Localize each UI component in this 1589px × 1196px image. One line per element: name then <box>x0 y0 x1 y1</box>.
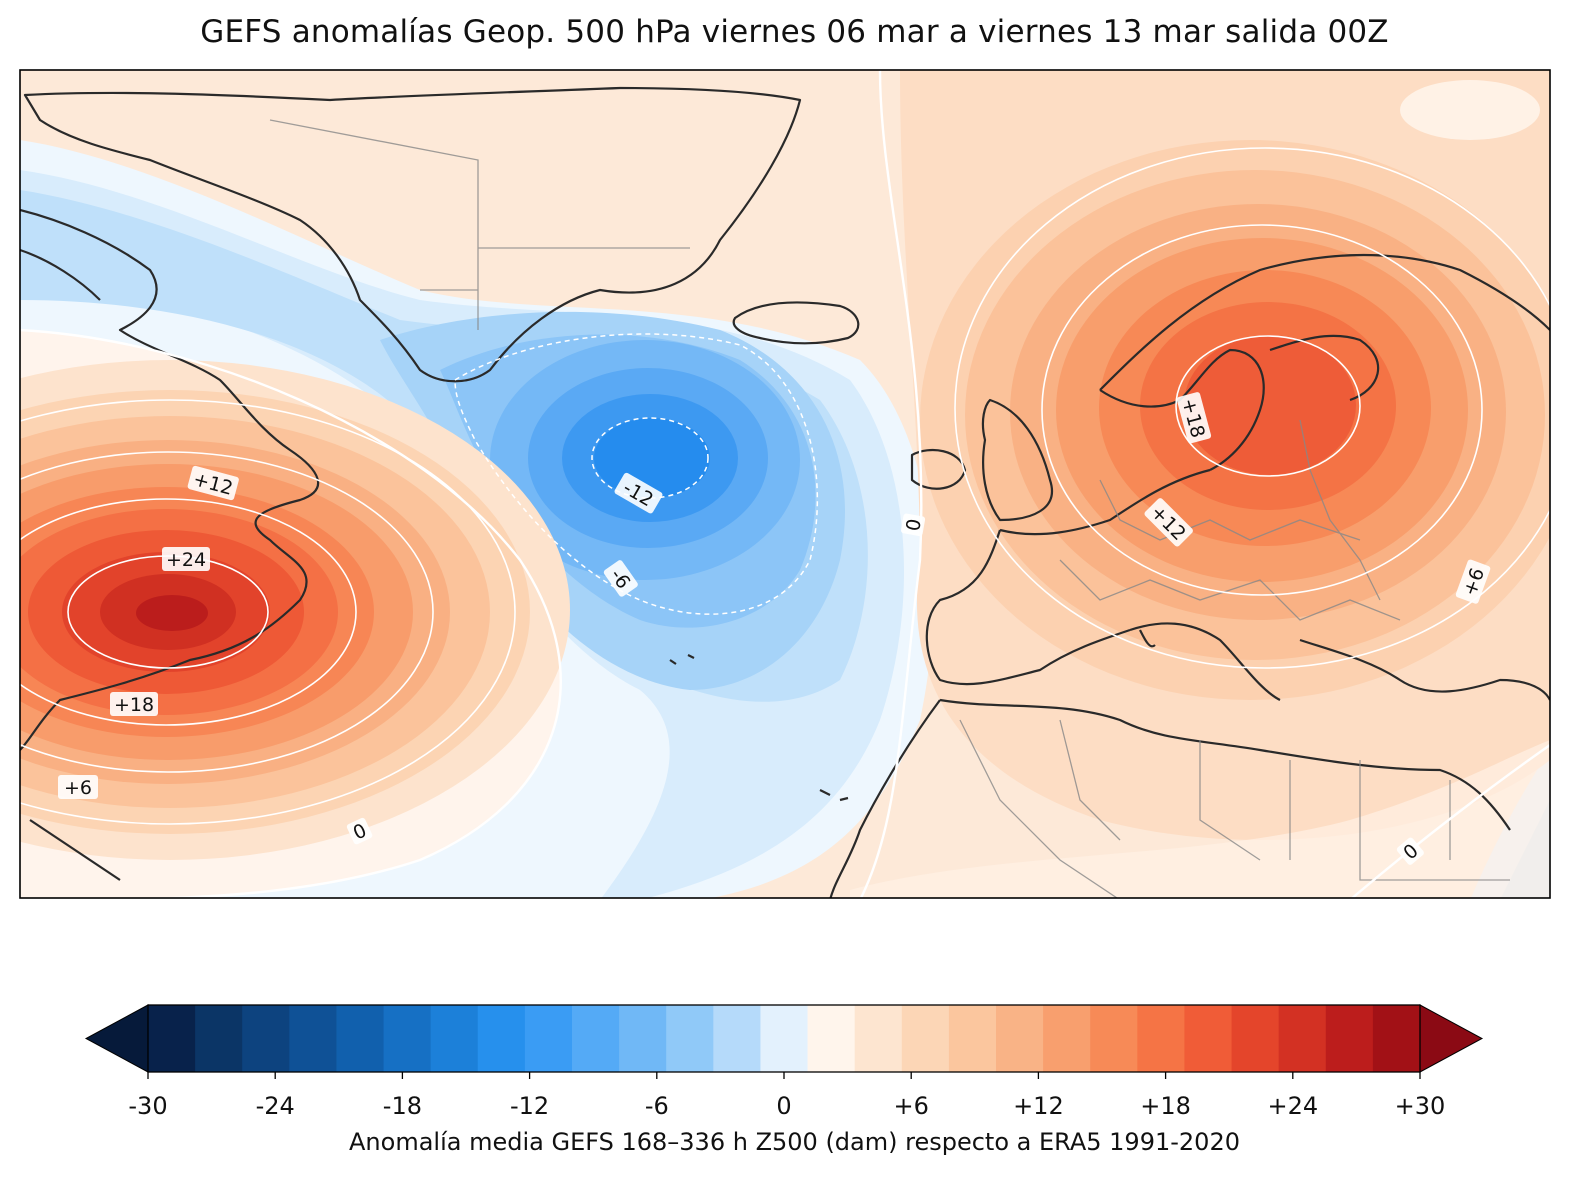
greenland-coast <box>23 86 802 383</box>
colorbar-segment <box>760 1005 809 1072</box>
colorbar-tick-label: -30 <box>128 1092 167 1120</box>
colorbar-segment <box>336 1005 385 1072</box>
norway-coast <box>1099 253 1550 391</box>
contour-lines <box>20 70 1550 898</box>
colorbar-segment <box>666 1005 714 1072</box>
contour-label-plus6-west: +6 <box>58 775 98 799</box>
colorbar-segment <box>195 1005 243 1072</box>
colorbar-tick-label: -6 <box>645 1092 669 1120</box>
canary-islands <box>819 789 849 802</box>
contour-label-zero-southwest: 0 <box>346 817 373 845</box>
colorbar-segment <box>1231 1005 1280 1072</box>
colorbar-label: Anomalía media GEFS 168–336 h Z500 (dam)… <box>349 1128 1240 1156</box>
colorbar-segment <box>807 1005 856 1072</box>
colorbar-segment <box>854 1005 903 1072</box>
corsica-sardinia <box>1139 629 1156 648</box>
contour-label-zero-southeast: 0 <box>1396 837 1424 865</box>
colorbar-segment <box>477 1005 526 1072</box>
colorbar-segment <box>148 1005 196 1072</box>
colorbar-tick-label: +18 <box>1140 1092 1191 1120</box>
azores-islands <box>669 654 695 665</box>
colorbar-segment <box>901 1005 950 1072</box>
map-area: +12 +24 +18 +6 0 -12 <box>20 70 1550 898</box>
colorbar-tick-label: +24 <box>1267 1092 1318 1120</box>
southeast-us-coast <box>29 819 121 881</box>
iceland-coast <box>732 301 860 345</box>
iberia-coast <box>925 529 1131 686</box>
colorbar-segment <box>430 1005 479 1072</box>
colorbar-segment <box>383 1005 432 1072</box>
svg-text:+24: +24 <box>166 549 206 571</box>
finland-coast <box>1269 334 1380 402</box>
colorbar-segment <box>524 1005 573 1072</box>
colorbar-tick-label: +30 <box>1395 1092 1446 1120</box>
colorbar-tick-label: -12 <box>510 1092 549 1120</box>
colorbar-segment <box>242 1005 290 1072</box>
contour-label-plus24: +24 <box>162 547 210 571</box>
contour-label-group: +12 +24 +18 +6 0 -12 <box>58 392 1491 865</box>
colorbar-segment <box>713 1005 762 1072</box>
colorbar-segment <box>1090 1005 1138 1072</box>
contour-label-plus6-east: +6 <box>1455 559 1491 604</box>
colorbar-tick-label: +6 <box>894 1092 929 1120</box>
colorbar-segment <box>1184 1005 1233 1072</box>
contour-label-plus18-west: +18 <box>110 692 158 716</box>
balkans-coast <box>1299 638 1550 701</box>
colorbar-tick-label: -18 <box>383 1092 422 1120</box>
colorbar-segment <box>948 1005 997 1072</box>
colorbar-segment <box>996 1005 1044 1072</box>
colorbar-segments <box>148 1005 1421 1072</box>
colorbar-segment <box>289 1005 338 1072</box>
svg-text:+6: +6 <box>64 777 92 799</box>
colorbar-over-extension <box>1419 1004 1484 1073</box>
colorbar-tick-label: 0 <box>776 1092 791 1120</box>
colorbar-segment <box>1043 1005 1091 1072</box>
great-britain-coast <box>981 398 1053 522</box>
colorbar-segment <box>619 1005 667 1072</box>
colorbar-segment <box>572 1005 620 1072</box>
contour-label-zero-midatlantic: 0 <box>900 513 926 537</box>
svg-text:0: 0 <box>902 517 926 533</box>
italy-coast <box>1129 622 1281 701</box>
map-frame <box>19 69 1551 899</box>
north-sea-coast <box>999 468 1211 536</box>
colorbar-tick-label: +12 <box>1013 1092 1064 1120</box>
colorbar-segment <box>1278 1005 1327 1072</box>
sweden-coast <box>1099 348 1265 471</box>
negative-contour-lines <box>454 333 819 615</box>
colorbar-segment <box>1137 1005 1186 1072</box>
colorbar-tick-label: -24 <box>256 1092 295 1120</box>
colorbar-segment <box>1325 1005 1374 1072</box>
map-title: GEFS anomalías Geop. 500 hPa viernes 06 … <box>200 14 1389 50</box>
north-africa-coast <box>939 698 1511 831</box>
colorbar-ticks: -30 -24 -18 -12 -6 0 +6 +12 +18 +24 +30 <box>128 1072 1445 1120</box>
west-africa-coast <box>829 699 941 898</box>
ireland-coast <box>910 448 967 490</box>
colorbar: -30 -24 -18 -12 -6 0 +6 +12 +18 +24 +30 <box>84 1004 1484 1120</box>
colorbar-segment <box>1372 1005 1421 1072</box>
ridge-east-field <box>850 70 1550 898</box>
north-america-coast <box>20 208 320 751</box>
svg-text:+18: +18 <box>114 694 154 716</box>
hudson-coast <box>20 248 101 301</box>
coastlines <box>20 86 1550 898</box>
colorbar-under-extension <box>84 1004 149 1073</box>
